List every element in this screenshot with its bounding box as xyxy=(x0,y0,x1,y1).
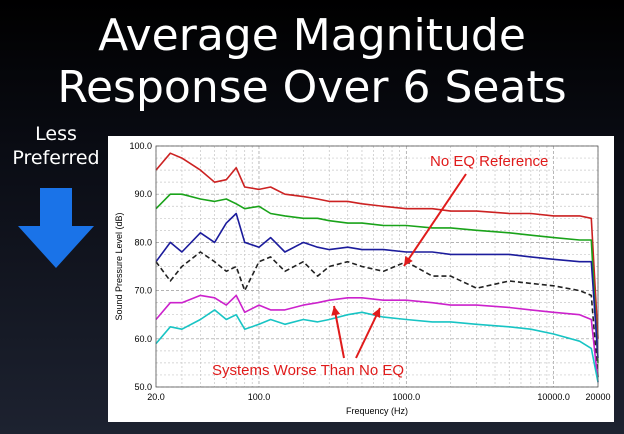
x-tick-label: 100.0 xyxy=(248,392,271,402)
y-tick-label: 100.0 xyxy=(129,141,152,151)
series-line-3 xyxy=(155,212,599,359)
y-axis-title: Sound Pressure Level (dB) xyxy=(114,212,124,320)
plot-frame xyxy=(155,145,599,388)
x-axis-title: Frequency (Hz) xyxy=(346,406,408,416)
series-line-4 xyxy=(155,251,599,378)
chart-series xyxy=(155,152,599,383)
side-label-line1: Less xyxy=(35,123,77,145)
x-tick-label: 20.0 xyxy=(147,392,165,402)
frequency-response-chart: 20.0 100.0 1000.0 10000.0 20000 100.0 90.0 80.0… xyxy=(108,136,614,422)
series-line-5 xyxy=(155,294,599,383)
series-line-6 xyxy=(155,309,599,383)
side-label-line2: Preferred xyxy=(12,147,100,169)
chart-canvas: 20.0 100.0 1000.0 10000.0 20000 100.0 90.0 80.0… xyxy=(114,141,611,416)
annotation-no-eq-reference: No EQ Reference xyxy=(430,153,548,170)
x-tick-label: 10000.0 xyxy=(537,392,570,402)
chart-annotations: No EQ Reference Systems Worse Than No EQ xyxy=(212,153,548,379)
chart-axes: 20.0 100.0 1000.0 10000.0 20000 100.0 90.0 80.0… xyxy=(129,141,610,402)
annotation-arrow-worse-2-head xyxy=(372,308,381,319)
annotation-arrow-worse-2 xyxy=(355,307,381,359)
annotation-systems-worse: Systems Worse Than No EQ xyxy=(212,362,404,379)
y-tick-label: 50.0 xyxy=(134,382,152,392)
y-tick-label: 70.0 xyxy=(134,286,152,296)
y-tick-label: 80.0 xyxy=(134,237,152,247)
slide-title: Average Magnitude Response Over 6 Seats xyxy=(0,10,624,114)
down-arrow-icon xyxy=(18,188,94,268)
annotation-arrow-reference xyxy=(403,173,467,267)
less-preferred-label: Less Preferred xyxy=(6,122,106,170)
annotation-arrow-worse-1-head xyxy=(331,306,341,316)
x-tick-label: 1000.0 xyxy=(393,392,421,402)
y-tick-label: 90.0 xyxy=(134,189,152,199)
slide-title-line2: Response Over 6 Seats xyxy=(57,62,567,113)
series-line-2 xyxy=(155,193,599,363)
chart-grid xyxy=(155,145,599,388)
slide-title-line1: Average Magnitude xyxy=(98,10,526,61)
x-tick-label: 20000 xyxy=(585,392,610,402)
y-tick-label: 60.0 xyxy=(134,334,152,344)
series-line-1 xyxy=(155,152,599,339)
annotation-arrow-reference-head xyxy=(404,256,413,266)
